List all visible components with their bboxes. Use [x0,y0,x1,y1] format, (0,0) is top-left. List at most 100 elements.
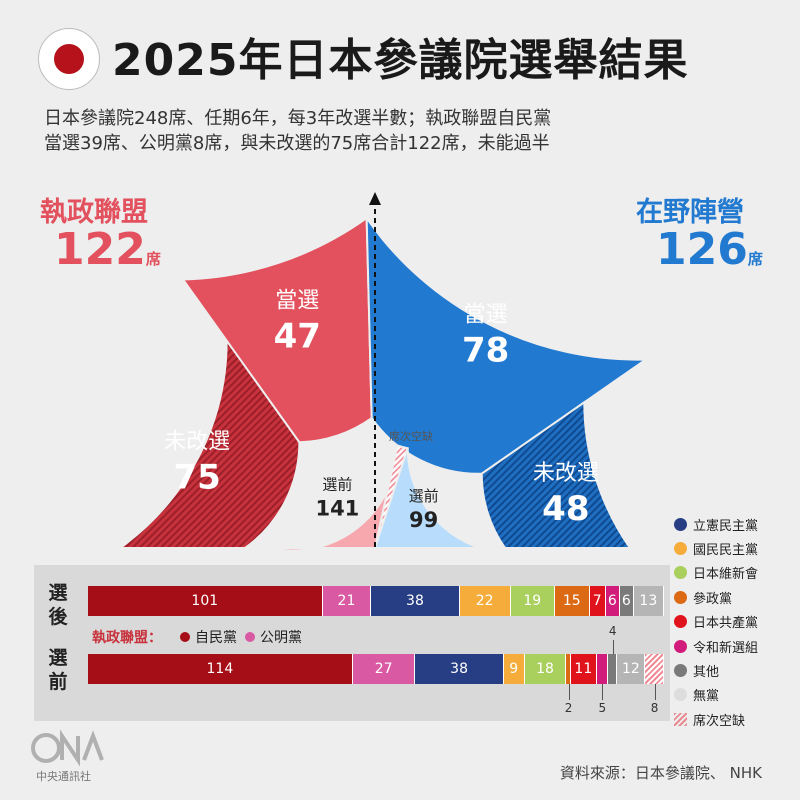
legend-swatch-icon [674,590,687,604]
bar-segment: 38 [415,654,504,684]
ruling-total-unit: 席 [145,250,161,268]
arc-ruling-elected-value: 47 [274,317,321,357]
legend-swatch-icon [674,517,687,531]
subtitle-line-1: 日本參議院248席、任期6年，每3年改選半數；執政聯盟自民黨 [44,108,552,129]
legend-swatch-icon [674,542,687,556]
bar-segment: 6 [619,586,634,616]
bar-segment [596,654,609,684]
cna-logo-icon [31,729,104,767]
page-title: 2025年日本參議院選舉結果 [112,35,689,86]
legend-swatch-icon [674,566,687,580]
bar-segment: 18 [524,654,567,684]
source-note: 資料來源：日本參議院、 NHK [559,764,762,782]
callout-line [654,684,656,700]
callout-label: 8 [650,701,659,715]
legend-item: 席次空缺 [674,707,794,731]
arc-ruling-unelected [116,337,301,549]
row-label-before: 選前 [48,647,68,693]
legend-label: 日本維新會 [693,567,759,583]
bar-segment: 21 [322,586,372,616]
bar-segment: 9 [503,654,525,684]
party-legend: 立憲民主黨國民民主黨日本維新會參政黨日本共產黨令和新選組其他無黨席次空缺 [674,512,794,732]
komeito-dot-icon [245,632,255,642]
arc-vacancy-label: 席次空缺 [389,429,433,443]
subtitle-line-2: 當選39席、公明黨8席，與未改選的75席合計122席，未能過半 [44,133,550,154]
callout-label: 5 [598,701,607,715]
ruling-total: 122席 [54,224,161,275]
coalition-note: 執政聯盟： 自民黨 公明黨 [92,627,302,647]
subtitle: 日本參議院248席、任期6年，每3年改選半數；執政聯盟自民黨 當選39席、公明黨… [44,106,764,156]
row-label-after: 選後 [48,582,68,628]
bar-segment: 38 [371,586,460,616]
legend-item: 國民民主黨 [674,536,794,560]
legend-item: 立憲民主黨 [674,512,794,536]
arc-opposition-before [373,447,481,549]
legend-item: 日本維新會 [674,561,794,585]
opposition-label: 在野陣營 [636,197,744,228]
bar-segment: 15 [554,586,590,616]
coalition-note-label: 執政聯盟： [92,630,162,646]
legend-swatch-icon [674,712,687,726]
arc-opposition-unelected-value: 48 [542,489,589,529]
arc-ruling-elected-label: 當選 [275,289,319,314]
callout-line [602,684,604,700]
arc-ruling-unelected-label: 未改選 [164,430,230,455]
legend-swatch-icon [674,664,687,678]
midline-arrow-icon [369,192,381,205]
arc-opposition-elected-label: 當選 [464,302,508,327]
arc-opposition-unelected [480,400,632,549]
komeito-label: 公明黨 [260,630,302,646]
callout-label: 4 [608,624,617,638]
arc-ruling-before-label: 選前 [322,475,352,493]
legend-item: 日本共產黨 [674,610,794,634]
logo-text: 中央通訊社 [36,770,91,783]
bar-before-election: 114 27 38 9 18 11 12 [88,654,664,684]
bar-segment: 27 [352,654,416,684]
bar-segment: 7 [589,586,606,616]
bar-segment: 114 [88,654,353,684]
opposition-total: 126席 [656,224,763,275]
legend-label: 日本共產黨 [693,616,759,632]
ldp-label: 自民黨 [195,630,237,646]
legend-item: 參政黨 [674,585,794,609]
legend-swatch-icon [674,615,687,629]
arc-opposition-unelected-label: 未改選 [533,461,599,486]
bar-segment [645,654,664,684]
legend-swatch-icon [674,688,687,702]
bar-segment [608,654,618,684]
legend-item: 其他 [674,658,794,682]
opposition-total-value: 126 [656,224,748,275]
bar-segment: 6 [605,586,620,616]
arc-opposition-elected-value: 78 [462,330,509,370]
bar-segment: 19 [510,586,555,616]
bar-segment: 12 [617,654,646,684]
ruling-coalition-label: 執政聯盟 [40,197,148,228]
legend-label: 無黨 [693,689,720,705]
bar-segment: 101 [88,586,323,616]
flag-sun [54,44,84,74]
legend-label: 參政黨 [693,591,733,607]
legend-label: 令和新選組 [693,640,759,656]
japan-flag-icon [38,28,100,90]
legend-item: 無黨 [674,683,794,707]
arc-opposition-before-value: 99 [409,508,438,532]
arc-opposition-before-label: 選前 [409,487,439,505]
legend-swatch-icon [674,639,687,653]
legend-label: 國民民主黨 [693,543,759,559]
callout-line [612,640,614,654]
legend-label: 其他 [693,665,720,681]
callout-line [568,684,570,700]
ruling-total-value: 122 [54,224,146,275]
legend-item: 令和新選組 [674,634,794,658]
opposition-total-unit: 席 [747,250,763,268]
callout-label: 2 [564,701,573,715]
arc-ruling-unelected-value: 75 [173,458,220,498]
ldp-dot-icon [180,632,190,642]
bar-segment: 11 [571,654,597,684]
legend-label: 立憲民主黨 [693,518,759,534]
bar-after-election: 101 21 38 22 19 15 7 6 6 13 [88,586,664,616]
bar-segment: 13 [633,586,664,616]
bar-segment: 22 [459,586,511,616]
arc-ruling-before-value: 141 [315,496,359,520]
